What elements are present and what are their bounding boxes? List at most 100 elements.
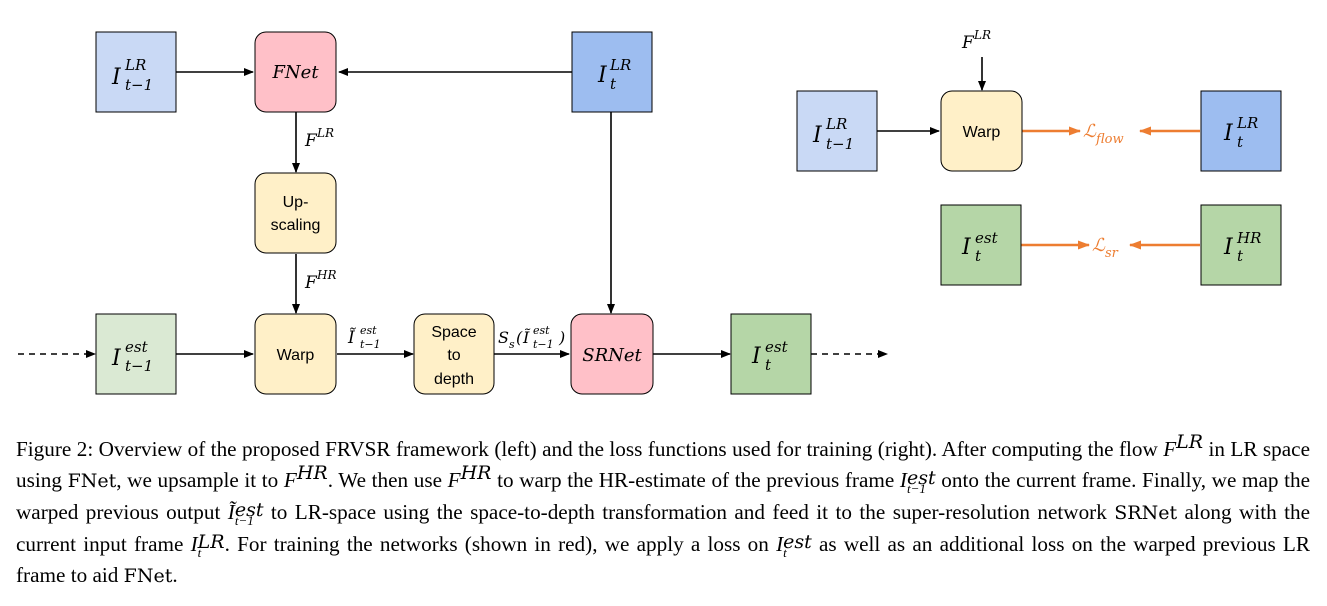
upscaling-box: Up- scaling (254, 172, 337, 254)
right-curr-lr-frame-box: I LR t (1200, 90, 1282, 172)
right-curr-lr-base: I (1223, 121, 1234, 146)
s2d-output-close: ) (558, 328, 565, 347)
right-loss-diagram: F LR I LR t−1 Warp ℒ flow I LR (796, 28, 1282, 286)
svg-text:t: t (765, 356, 772, 374)
warped-est-sup: est (360, 324, 377, 337)
figure-caption: Figure 2: Overview of the proposed FRVSR… (16, 430, 1311, 592)
warped-est-sub: t−1 (360, 338, 381, 351)
prev-est-sup: est (125, 338, 149, 356)
right-prev-lr-sub: t−1 (826, 135, 854, 153)
curr-lr-base: I (597, 63, 608, 88)
s2d-output-base: Ĩ (522, 327, 531, 347)
flow-lr-label: F LR (304, 126, 334, 151)
right-est-frame-box: I est t (940, 204, 1022, 286)
right-prev-lr-sup: LR (825, 115, 847, 133)
right-prev-lr-base: I (812, 123, 823, 148)
svg-text:LR: LR (825, 115, 847, 133)
caption-text-6: onto the current frame. Finally, we map … (16, 468, 1310, 524)
right-hr-sup: HR (1236, 229, 1261, 247)
svg-text:HR: HR (1236, 229, 1261, 247)
right-hr-frame-box: I HR t (1200, 204, 1282, 286)
srnet-label: SRNet (582, 345, 642, 366)
svg-text:t: t (1237, 133, 1244, 151)
loss-sr-sub: sr (1105, 246, 1119, 261)
svg-text:I: I (111, 346, 122, 371)
loss-sr-label: ℒ sr (1092, 235, 1119, 261)
space-to-depth-box: Space to depth (413, 313, 495, 395)
svg-text:I: I (812, 123, 823, 148)
caption-text-1: Figure 2: Overview of the proposed FRVSR… (16, 437, 1164, 461)
svg-text:est: est (765, 338, 789, 356)
loss-flow-sub: flow (1095, 132, 1124, 147)
caption-srnet: SRNet (1114, 502, 1178, 524)
loss-flow-base: ℒ (1083, 121, 1097, 142)
caption-fnet-1: FNet (67, 470, 117, 492)
fnet-box: FNet (254, 31, 337, 113)
flow-hr-label: F HR (304, 268, 337, 293)
s2d-output-pre: S (498, 328, 509, 347)
right-curr-lr-sup: LR (1236, 114, 1258, 132)
prev-lr-base: I (111, 65, 122, 90)
svg-text:I: I (1223, 235, 1234, 260)
s2d-label-line1: Space (431, 324, 476, 341)
svg-text:I: I (111, 65, 122, 90)
svg-text:I: I (1223, 121, 1234, 146)
flow-hr-sup: HR (316, 268, 337, 282)
flow-hr-base: F (304, 273, 318, 293)
fnet-label: FNet (271, 62, 319, 83)
svg-text:I: I (961, 235, 972, 260)
caption-math-f-lr: FLR (1163, 430, 1204, 461)
prev-est-sub: t−1 (125, 357, 153, 375)
caption-text-4: . We then use (327, 468, 448, 492)
prev-lr-sub: t−1 (125, 76, 153, 94)
right-est-sup: est (975, 229, 999, 247)
prev-est-frame-box: I est t−1 (95, 313, 177, 395)
svg-text:I: I (751, 344, 762, 369)
right-hr-base: I (1223, 235, 1234, 260)
caption-text-8: along with the current input frame (16, 500, 1311, 556)
prev-lr-frame-box: I LR t−1 (95, 31, 177, 113)
right-warp-box: Warp (940, 90, 1023, 172)
svg-text:I: I (597, 63, 608, 88)
caption-text-5: to warp the HR-estimate of the previous … (491, 468, 900, 492)
s2d-output-sup: est (533, 324, 550, 337)
flow-lr-base: F (304, 131, 318, 151)
right-est-sub: t (975, 247, 982, 265)
s2d-output-sub: t−1 (533, 338, 554, 351)
right-hr-sub: t (1237, 247, 1244, 265)
prev-lr-sup: LR (124, 56, 146, 74)
right-flow-lr-sup: LR (973, 28, 991, 42)
caption-math-f-hr-1: FHR (283, 461, 328, 492)
svg-text:est: est (975, 229, 999, 247)
svg-text:t: t (1237, 247, 1244, 265)
s2d-output-sub1: s (509, 338, 515, 351)
upscaling-label-line2: scaling (271, 217, 321, 234)
warp-box: Warp (254, 313, 337, 395)
caption-text-11: . (172, 563, 178, 587)
s2d-label-line2: to (447, 347, 460, 364)
caption-math-curr-lr: I LR t (190, 531, 225, 561)
s2d-label-line3: depth (434, 371, 474, 388)
svg-text:t−1: t−1 (826, 135, 854, 153)
svg-text:t: t (610, 75, 617, 93)
warped-est-label: Ĩ est t−1 (347, 324, 381, 351)
s2d-output-open: ( (516, 328, 523, 347)
warped-est-base: Ĩ (347, 327, 356, 348)
svg-text:LR: LR (1236, 114, 1258, 132)
left-framework: I LR t−1 FNet I LR t F LR Up- scaling (18, 31, 888, 395)
warp-label: Warp (277, 347, 315, 364)
curr-est-base: I (751, 344, 762, 369)
right-est-base: I (961, 235, 972, 260)
right-flow-lr-base: F (961, 33, 975, 53)
right-warp-label: Warp (963, 124, 1001, 141)
svg-text:t−1: t−1 (125, 357, 153, 375)
curr-est-frame-box: I est t (730, 313, 812, 395)
caption-text-3: , we upsample it to (116, 468, 284, 492)
curr-est-sup: est (765, 338, 789, 356)
curr-lr-frame-box: I LR t (571, 31, 653, 113)
s2d-output-label: S s ( Ĩ est t−1 ) (498, 324, 565, 351)
svg-text:t: t (975, 247, 982, 265)
